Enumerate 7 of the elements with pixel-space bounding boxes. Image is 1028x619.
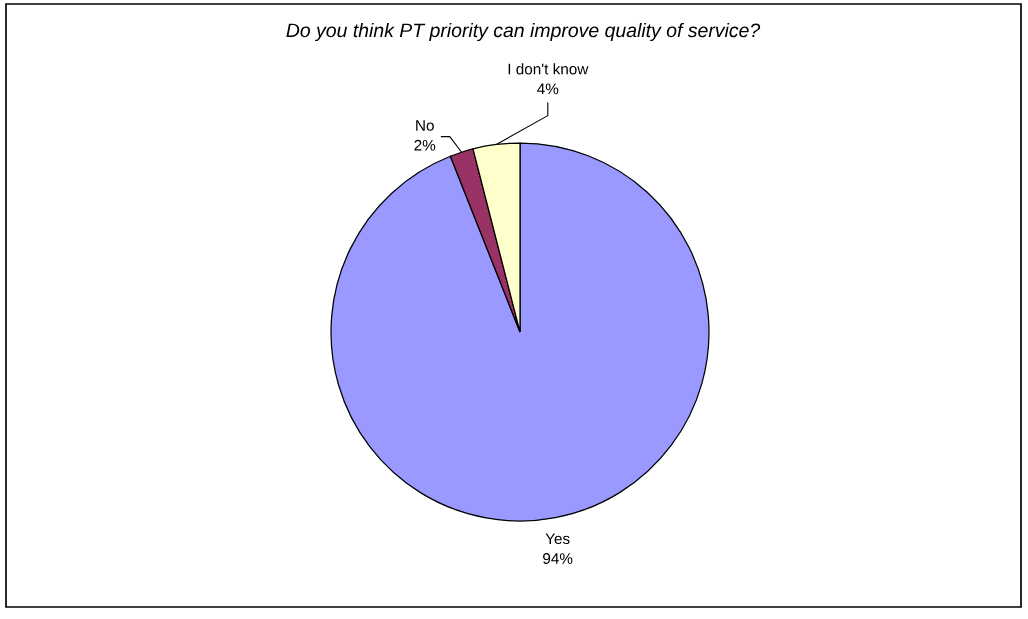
- data-label: 94%: [543, 553, 573, 564]
- chart-title: Do you think PT priority can improve quality of service?: [286, 22, 761, 42]
- data-label: 2%: [414, 139, 436, 151]
- slice-label: I don't know: [508, 63, 589, 75]
- slice-label: No: [416, 120, 434, 131]
- slice-label: Yes: [545, 533, 570, 545]
- data-label: 4%: [537, 83, 559, 95]
